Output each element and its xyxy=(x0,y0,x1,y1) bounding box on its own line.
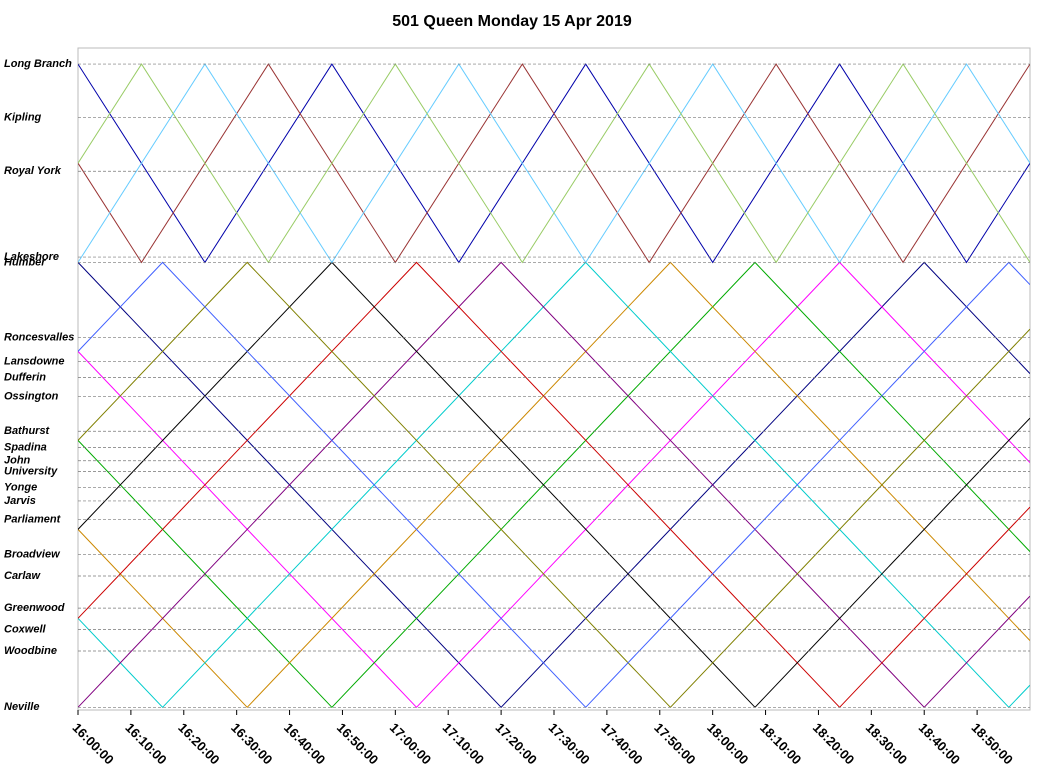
trip-line xyxy=(78,261,1030,709)
x-tick-label: 17:30:00 xyxy=(545,720,592,767)
trip-line xyxy=(78,63,1030,264)
trip-line xyxy=(78,261,1030,709)
x-tick-label: 18:20:00 xyxy=(810,720,857,767)
trip-line xyxy=(78,261,1030,709)
x-tick-label: 16:00:00 xyxy=(69,720,116,767)
x-tick-label: 16:50:00 xyxy=(334,720,381,767)
stop-label: Greenwood xyxy=(4,602,65,614)
stop-label: University xyxy=(4,465,58,477)
x-tick-label: 17:40:00 xyxy=(598,720,645,767)
stop-label: Parliament xyxy=(4,514,62,526)
x-tick-label: 18:40:00 xyxy=(916,720,963,767)
stop-label: John xyxy=(4,455,31,467)
trip-line xyxy=(78,63,1030,264)
stop-label: Lansdowne xyxy=(4,355,65,367)
x-tick-label: 16:30:00 xyxy=(228,720,275,767)
stop-label: Broadview xyxy=(4,548,61,560)
stop-label: Neville xyxy=(4,701,39,713)
stop-label: Roncesvalles xyxy=(4,331,74,343)
stop-label: Kipling xyxy=(4,112,42,124)
x-tick-label: 17:00:00 xyxy=(387,720,434,767)
stop-label: Coxwell xyxy=(4,624,47,636)
x-tick-label: 16:10:00 xyxy=(122,720,169,767)
stop-label: Lakeshore xyxy=(4,251,59,263)
trip-line xyxy=(78,261,1030,709)
stop-label: Long Branch xyxy=(4,58,72,70)
x-tick-label: 17:50:00 xyxy=(651,720,698,767)
x-tick-label: 17:20:00 xyxy=(493,720,540,767)
stop-label: Humber xyxy=(4,256,46,268)
x-tick-label: 16:40:00 xyxy=(281,720,328,767)
chart-title: 501 Queen Monday 15 Apr 2019 xyxy=(392,13,632,30)
stop-label: Ossington xyxy=(4,390,59,402)
x-tick-label: 18:30:00 xyxy=(863,720,910,767)
x-tick-label: 18:10:00 xyxy=(757,720,804,767)
stop-label: Yonge xyxy=(4,481,37,493)
stop-label: Jarvis xyxy=(4,495,36,507)
x-tick-label: 18:00:00 xyxy=(704,720,751,767)
stop-label: Carlaw xyxy=(4,570,42,582)
stop-label: Dufferin xyxy=(4,372,46,384)
x-tick-label: 16:20:00 xyxy=(175,720,222,767)
x-tick-label: 17:10:00 xyxy=(440,720,487,767)
stop-label: Royal York xyxy=(4,165,62,177)
stop-label: Bathurst xyxy=(4,425,51,437)
stop-label: Spadina xyxy=(4,441,47,453)
plot-area xyxy=(77,47,1031,711)
x-tick-label: 18:50:00 xyxy=(969,720,1016,767)
stop-label: Woodbine xyxy=(4,645,57,657)
